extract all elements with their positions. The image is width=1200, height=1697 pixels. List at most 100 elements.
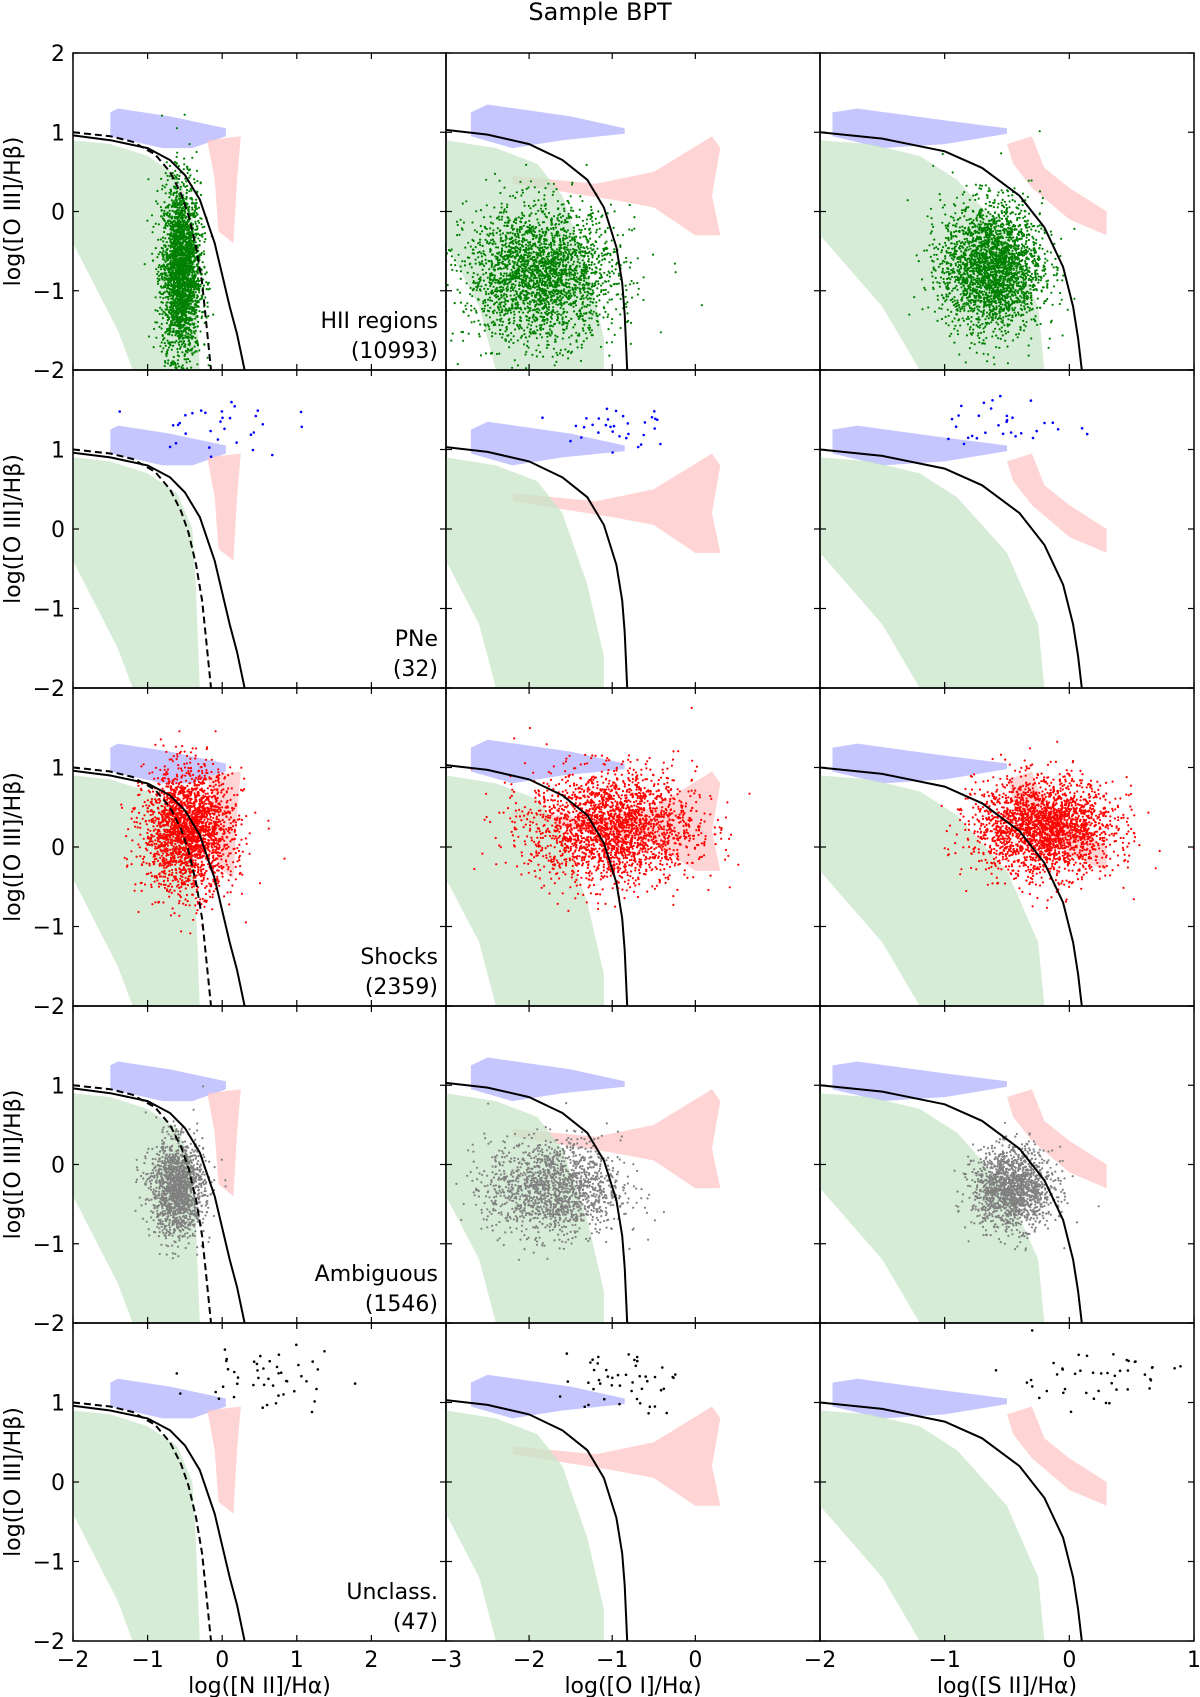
scatter-point: [561, 316, 564, 319]
scatter-point: [450, 339, 453, 342]
scatter-point: [528, 303, 531, 306]
scatter-point: [547, 306, 551, 309]
scatter-point: [536, 265, 539, 268]
scatter-point: [169, 302, 173, 305]
scatter-point: [554, 222, 558, 226]
scatter-point: [529, 307, 532, 310]
scatter-point: [162, 272, 165, 275]
scatter-point: [201, 233, 204, 236]
scatter-point: [171, 221, 174, 224]
scatter-point: [186, 184, 189, 187]
scatter-point: [192, 294, 195, 297]
scatter-point: [192, 240, 195, 244]
scatter-point: [557, 303, 560, 306]
scatter-point: [485, 293, 488, 296]
scatter-point: [546, 246, 550, 249]
scatter-point: [537, 199, 540, 202]
scatter-point: [192, 330, 195, 333]
scatter-point: [203, 253, 206, 256]
scatter-point: [515, 242, 518, 245]
scatter-point: [603, 257, 606, 260]
scatter-point: [592, 297, 595, 301]
scatter-point: [165, 277, 168, 280]
scatter-point: [498, 280, 501, 283]
scatter-point: [580, 346, 583, 349]
scatter-point: [207, 364, 210, 367]
scatter-point: [164, 361, 167, 364]
scatter-point: [564, 237, 567, 240]
scatter-point: [484, 258, 487, 261]
scatter-point: [480, 255, 483, 258]
red-region: [207, 136, 241, 244]
scatter-point: [180, 329, 183, 333]
blue-region: [110, 108, 226, 149]
scatter-point: [194, 329, 197, 332]
scatter-point: [529, 328, 532, 331]
scatter-point: [184, 224, 187, 228]
scatter-point: [512, 251, 515, 254]
scatter-point: [538, 269, 542, 272]
scatter-point: [163, 269, 167, 272]
scatter-point: [177, 268, 180, 271]
scatter-point: [545, 238, 548, 241]
scatter-point: [160, 350, 163, 353]
scatter-point: [464, 246, 467, 249]
scatter-point: [604, 242, 607, 245]
scatter-point: [503, 314, 506, 317]
scatter-point: [521, 213, 524, 216]
scatter-point: [475, 289, 478, 292]
scatter-point: [483, 304, 487, 307]
scatter-point: [183, 219, 186, 222]
scatter-point: [182, 263, 185, 266]
scatter-point: [550, 311, 553, 314]
scatter-point: [545, 227, 549, 230]
scatter-point: [170, 291, 173, 294]
scatter-point: [559, 240, 562, 244]
scatter-point: [549, 272, 552, 275]
scatter-point: [168, 291, 171, 294]
scatter-point: [508, 340, 511, 343]
scatter-point: [472, 281, 475, 284]
scatter-point: [169, 343, 172, 346]
scatter-point: [185, 318, 189, 322]
scatter-point: [572, 226, 576, 229]
scatter-point: [490, 239, 493, 242]
scatter-point: [583, 277, 586, 280]
scatter-point: [168, 164, 171, 168]
scatter-point: [509, 309, 512, 312]
scatter-point: [514, 303, 517, 306]
scatter-point: [491, 253, 494, 256]
scatter-point: [171, 253, 175, 256]
scatter-point: [177, 277, 180, 280]
scatter-point: [566, 244, 569, 247]
scatter-point: [204, 273, 207, 276]
scatter-point: [157, 266, 160, 269]
scatter-point: [517, 216, 520, 219]
scatter-point: [556, 208, 560, 211]
scatter-point: [548, 290, 551, 293]
scatter-point: [183, 229, 186, 232]
scatter-point: [520, 274, 523, 277]
scatter-point: [588, 297, 591, 300]
scatter-point: [176, 321, 179, 324]
scatter-point: [496, 305, 499, 308]
scatter-point: [608, 272, 611, 275]
scatter-point: [542, 355, 545, 358]
scatter-point: [164, 224, 167, 227]
scatter-point: [564, 285, 568, 288]
scatter-point: [194, 222, 197, 225]
scatter-point: [174, 187, 177, 190]
scatter-point: [562, 243, 565, 246]
scatter-point: [174, 258, 177, 261]
scatter-point: [151, 259, 154, 262]
scatter-point: [181, 318, 184, 321]
scatter-point: [174, 269, 177, 272]
scatter-point: [520, 270, 523, 273]
scatter-point: [179, 188, 182, 191]
scatter-point: [171, 238, 174, 241]
scatter-point: [565, 301, 569, 304]
scatter-point: [535, 251, 538, 254]
scatter-point: [479, 209, 483, 212]
scatter-point: [538, 262, 541, 265]
scatter-point: [575, 331, 578, 334]
